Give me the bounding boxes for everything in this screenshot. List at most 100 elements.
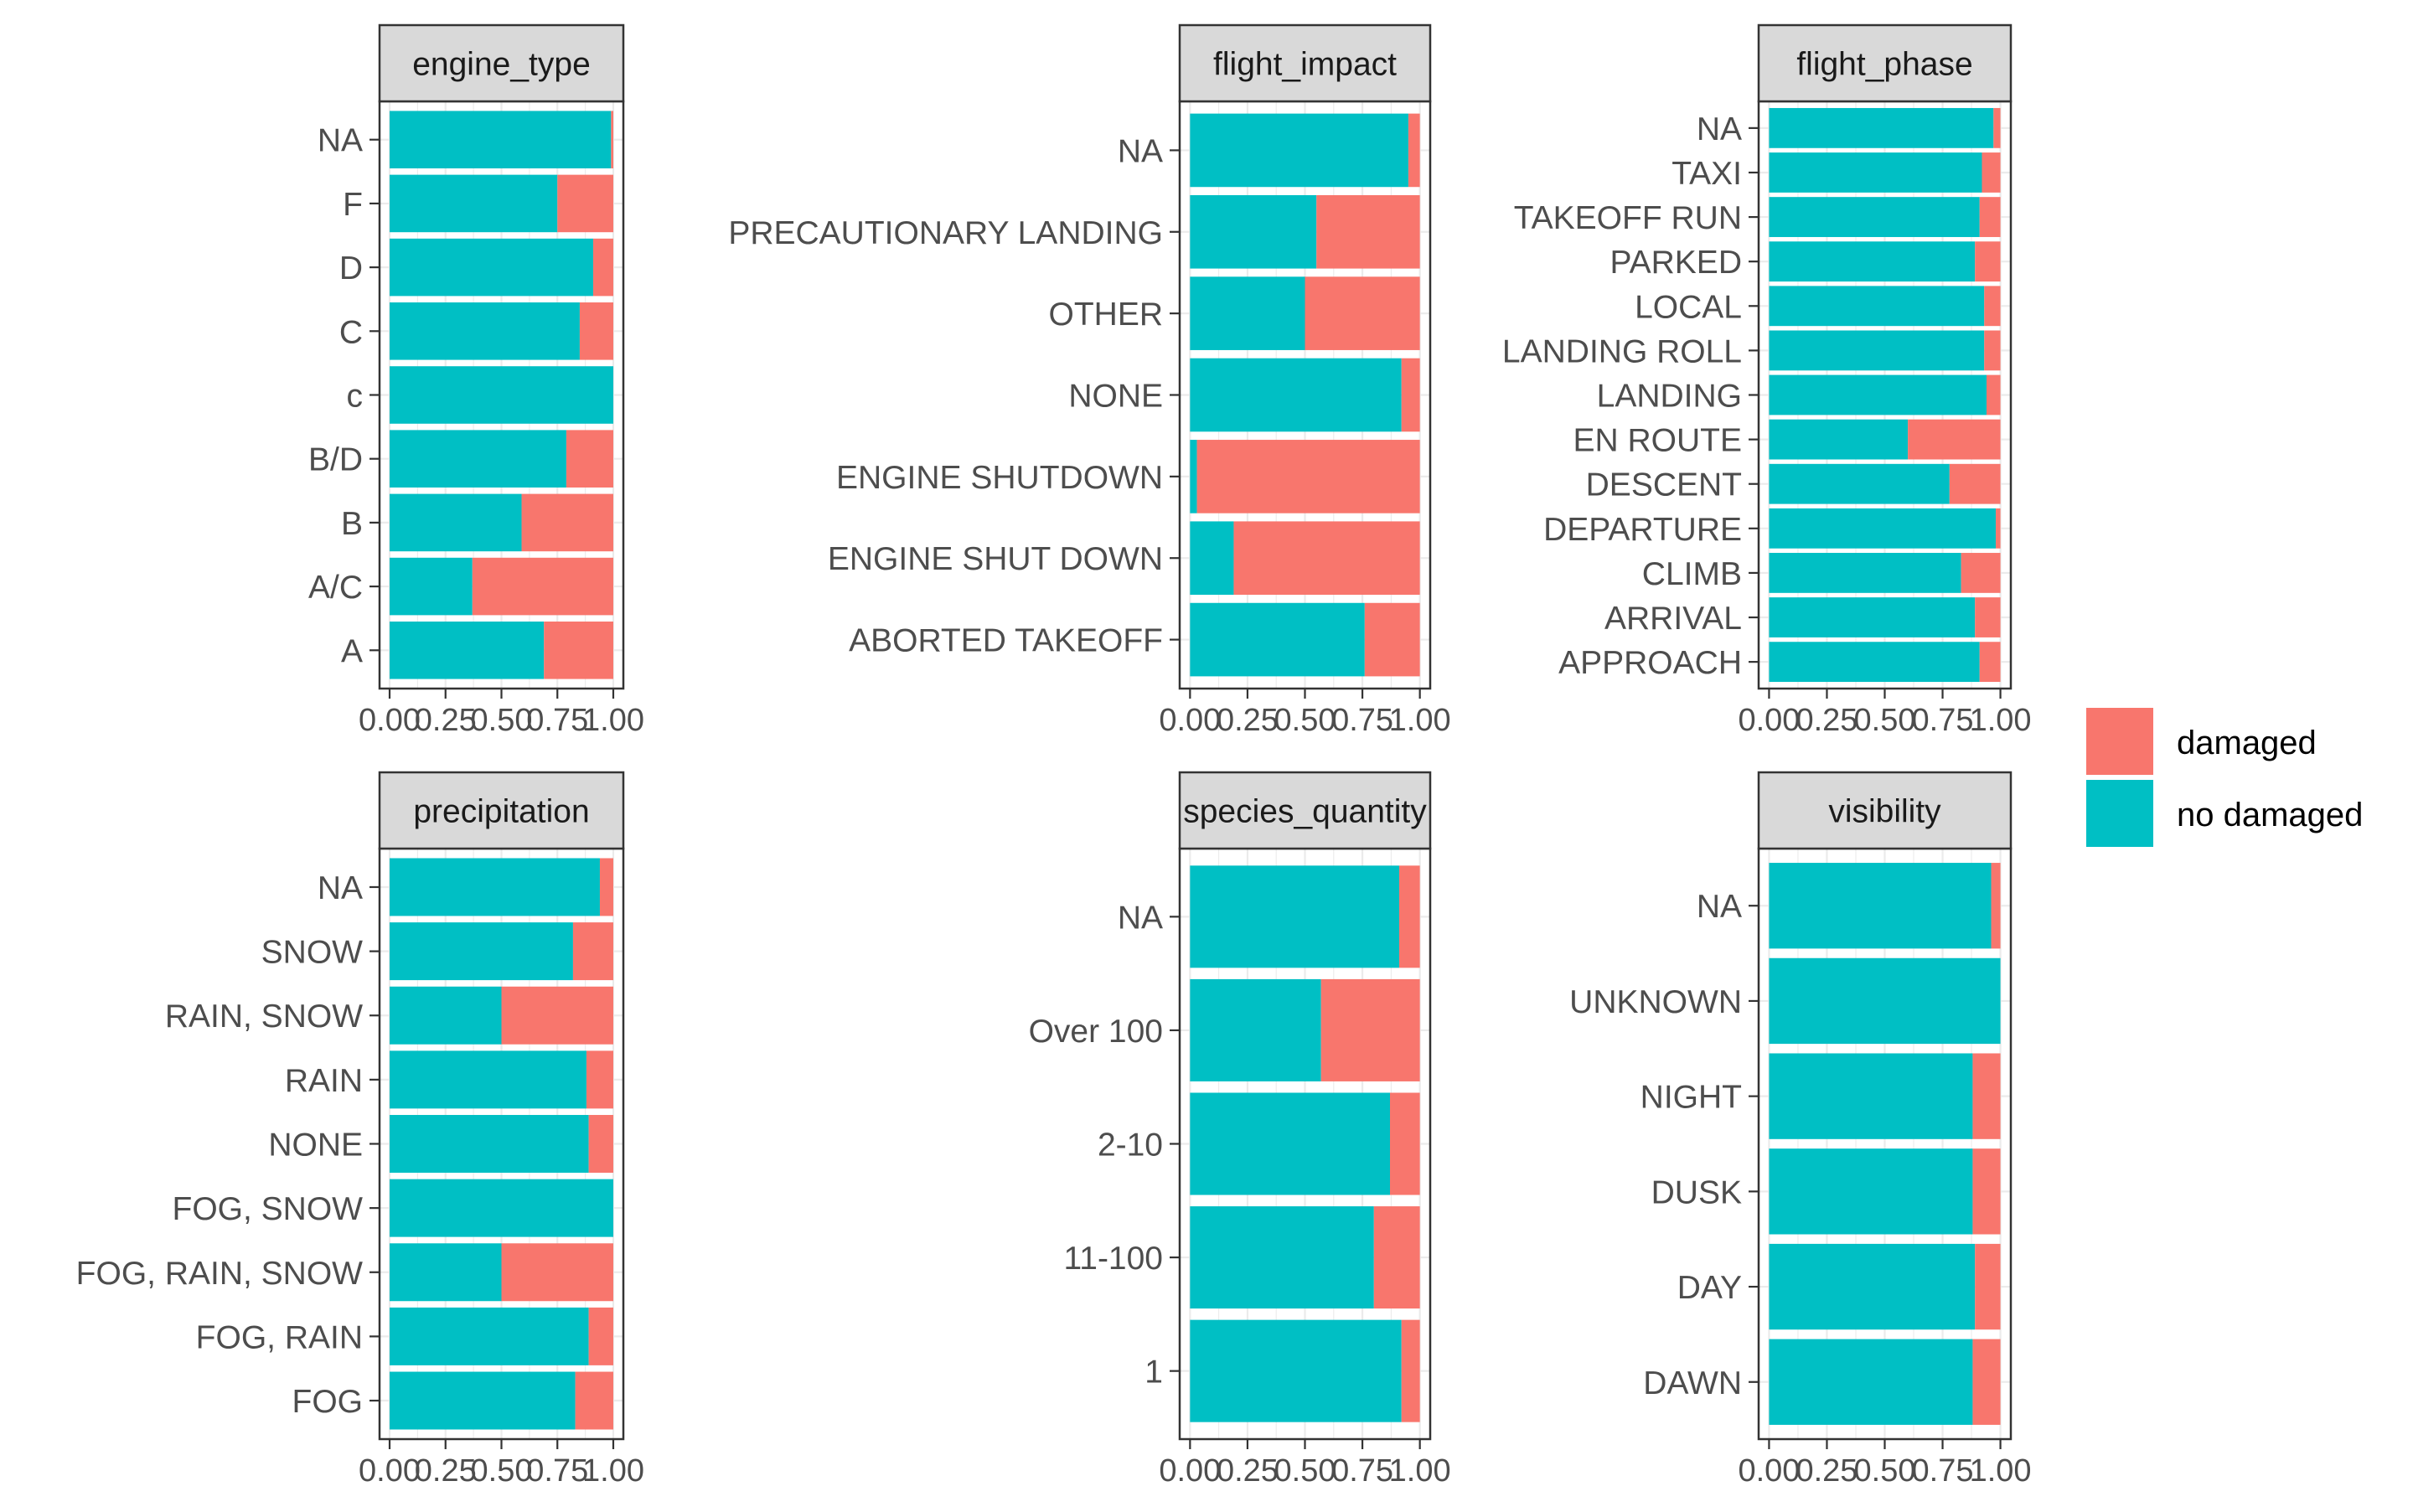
bar-landing-roll — [1769, 330, 2001, 371]
panel-flight-phase: NA TAXI TAKEOFF RUN PARKED LOCAL LANDING ROLL… — [1502, 23, 2032, 738]
facet-strip — [1178, 23, 1432, 103]
bar-segment-damaged — [1401, 358, 1420, 432]
bar-segment-no-damaged — [1190, 276, 1305, 350]
bar-segment-damaged — [1316, 194, 1420, 269]
bar-over-100 — [1190, 978, 1420, 1081]
bar-taxi — [1769, 152, 2001, 193]
bar-segment-damaged — [588, 1307, 613, 1365]
facet-strip-label: precipitation — [413, 794, 589, 830]
bar-fog-snow — [390, 1179, 613, 1237]
bar-segment-no-damaged — [1190, 1206, 1374, 1309]
x-tick-label: 0.00 — [1738, 703, 1800, 738]
y-tick-label-local: LOCAL — [1635, 289, 1742, 325]
bar-c — [390, 302, 613, 360]
x-tick-label: 0.25 — [1796, 703, 1858, 738]
x-tick-label: 0.75 — [1331, 1453, 1393, 1489]
facet-strip-label: flight_phase — [1796, 47, 1972, 83]
bar-segment-no-damaged — [390, 174, 558, 233]
legend-key-no-damaged — [2086, 780, 2153, 847]
facet-strip — [1757, 771, 2013, 850]
x-tick-label: 0.50 — [1854, 703, 1916, 738]
bar-arrival — [1769, 597, 2001, 637]
y-tick-label-night: NIGHT — [1641, 1080, 1742, 1116]
y-tick-label-engine-shutdown: ENGINE SHUTDOWN — [836, 460, 1163, 496]
bar-b-d — [390, 430, 613, 488]
bar-segment-no-damaged — [390, 366, 613, 424]
y-tick-label-en-route: EN ROUTE — [1573, 423, 1742, 459]
bar-na — [1769, 863, 2001, 949]
y-tick-label-departure: DEPARTURE — [1543, 512, 1742, 548]
facet-strip — [1757, 23, 2013, 103]
x-tick-label: 0.50 — [471, 1453, 533, 1489]
y-tick-label-aborted-takeoff: ABORTED TAKEOFF — [849, 623, 1163, 659]
bar-night — [1769, 1053, 2001, 1139]
bar-landing — [1769, 374, 2001, 415]
x-tick-label: 0.50 — [471, 703, 533, 738]
legend-key-damaged — [2086, 708, 2153, 775]
bar-segment-no-damaged — [390, 986, 502, 1045]
panel-visibility: NA UNKNOWN NIGHT DUSK DAY DAWN 0.000.250.500.7… — [1569, 771, 2032, 1489]
bar-segment-damaged — [572, 922, 613, 981]
y-tick-label-na: NA — [1697, 889, 1742, 925]
bar-segment-damaged — [1972, 1339, 2001, 1425]
bar-engine-shut-down — [1190, 521, 1420, 596]
y-tick-label-none: NONE — [268, 1128, 363, 1164]
legend: damaged no damaged — [2086, 708, 2363, 847]
bar-dusk — [1769, 1148, 2001, 1235]
bar-local — [1769, 286, 2001, 327]
y-tick-label-none: NONE — [1068, 379, 1163, 415]
bar-na — [390, 111, 613, 169]
x-tick-label: 0.25 — [1796, 1453, 1858, 1489]
bar-segment-damaged — [1975, 597, 2001, 637]
x-tick-label: 0.25 — [1217, 703, 1279, 738]
bar-segment-no-damaged — [1769, 957, 2001, 1045]
bar-segment-damaged — [1401, 1319, 1420, 1422]
panel-flight-impact: NA PRECAUTIONARY LANDING OTHER NONE ENGINE S… — [728, 23, 1451, 738]
bar-segment-no-damaged — [1190, 521, 1234, 596]
y-tick-label-dusk: DUSK — [1651, 1174, 1742, 1210]
x-tick-label: 0.75 — [526, 1453, 588, 1489]
bar-other — [1190, 276, 1420, 350]
bar-segment-damaged — [586, 1050, 613, 1109]
bar-segment-no-damaged — [390, 302, 580, 360]
bar-11-100 — [1190, 1206, 1420, 1309]
bar-c — [390, 366, 613, 424]
bar-segment-damaged — [1984, 330, 2001, 371]
y-tick-label-fog-rain-snow: FOG, RAIN, SNOW — [76, 1256, 364, 1292]
bar-climb — [1769, 553, 2001, 593]
y-tick-label-day: DAY — [1677, 1270, 1742, 1306]
bar-segment-damaged — [1196, 440, 1420, 513]
y-tick-label-na: NA — [318, 123, 363, 159]
bar-segment-no-damaged — [1190, 602, 1365, 677]
bar-segment-no-damaged — [390, 1307, 589, 1365]
y-tick-label-d: D — [339, 250, 363, 286]
bar-segment-damaged — [1987, 374, 2001, 415]
bar-segment-no-damaged — [1769, 597, 1976, 637]
bar-segment-no-damaged — [390, 1050, 586, 1109]
bar-segment-no-damaged — [390, 111, 612, 169]
bar-segment-damaged — [1908, 419, 2001, 460]
x-tick-label: 0.50 — [1274, 1453, 1336, 1489]
bar-segment-no-damaged — [390, 238, 593, 297]
bar-segment-damaged — [472, 557, 613, 616]
bar-segment-damaged — [1996, 508, 2001, 549]
bar-na — [1190, 865, 1420, 968]
x-tick-label: 0.75 — [526, 703, 588, 738]
y-tick-label-climb: CLIMB — [1642, 556, 1742, 592]
bar-segment-damaged — [557, 174, 613, 233]
bar-segment-damaged — [1398, 865, 1420, 968]
bar-segment-no-damaged — [390, 1243, 502, 1302]
bar-segment-no-damaged — [1769, 1053, 1973, 1139]
bar-segment-no-damaged — [1190, 978, 1321, 1081]
y-tick-label-over-100: Over 100 — [1029, 1014, 1163, 1050]
legend-label-damaged: damaged — [2177, 725, 2317, 761]
facet-strip-label: species_quantity — [1183, 794, 1427, 830]
bar-segment-damaged — [1233, 521, 1420, 596]
bar-segment-damaged — [1979, 197, 2001, 237]
x-tick-label: 0.75 — [1331, 703, 1393, 738]
legend-label-no-damaged: no damaged — [2177, 797, 2363, 833]
facet-panels: NAFDCcB/DBA/CA0.000.250.500.751.00engine… — [76, 23, 2032, 1489]
